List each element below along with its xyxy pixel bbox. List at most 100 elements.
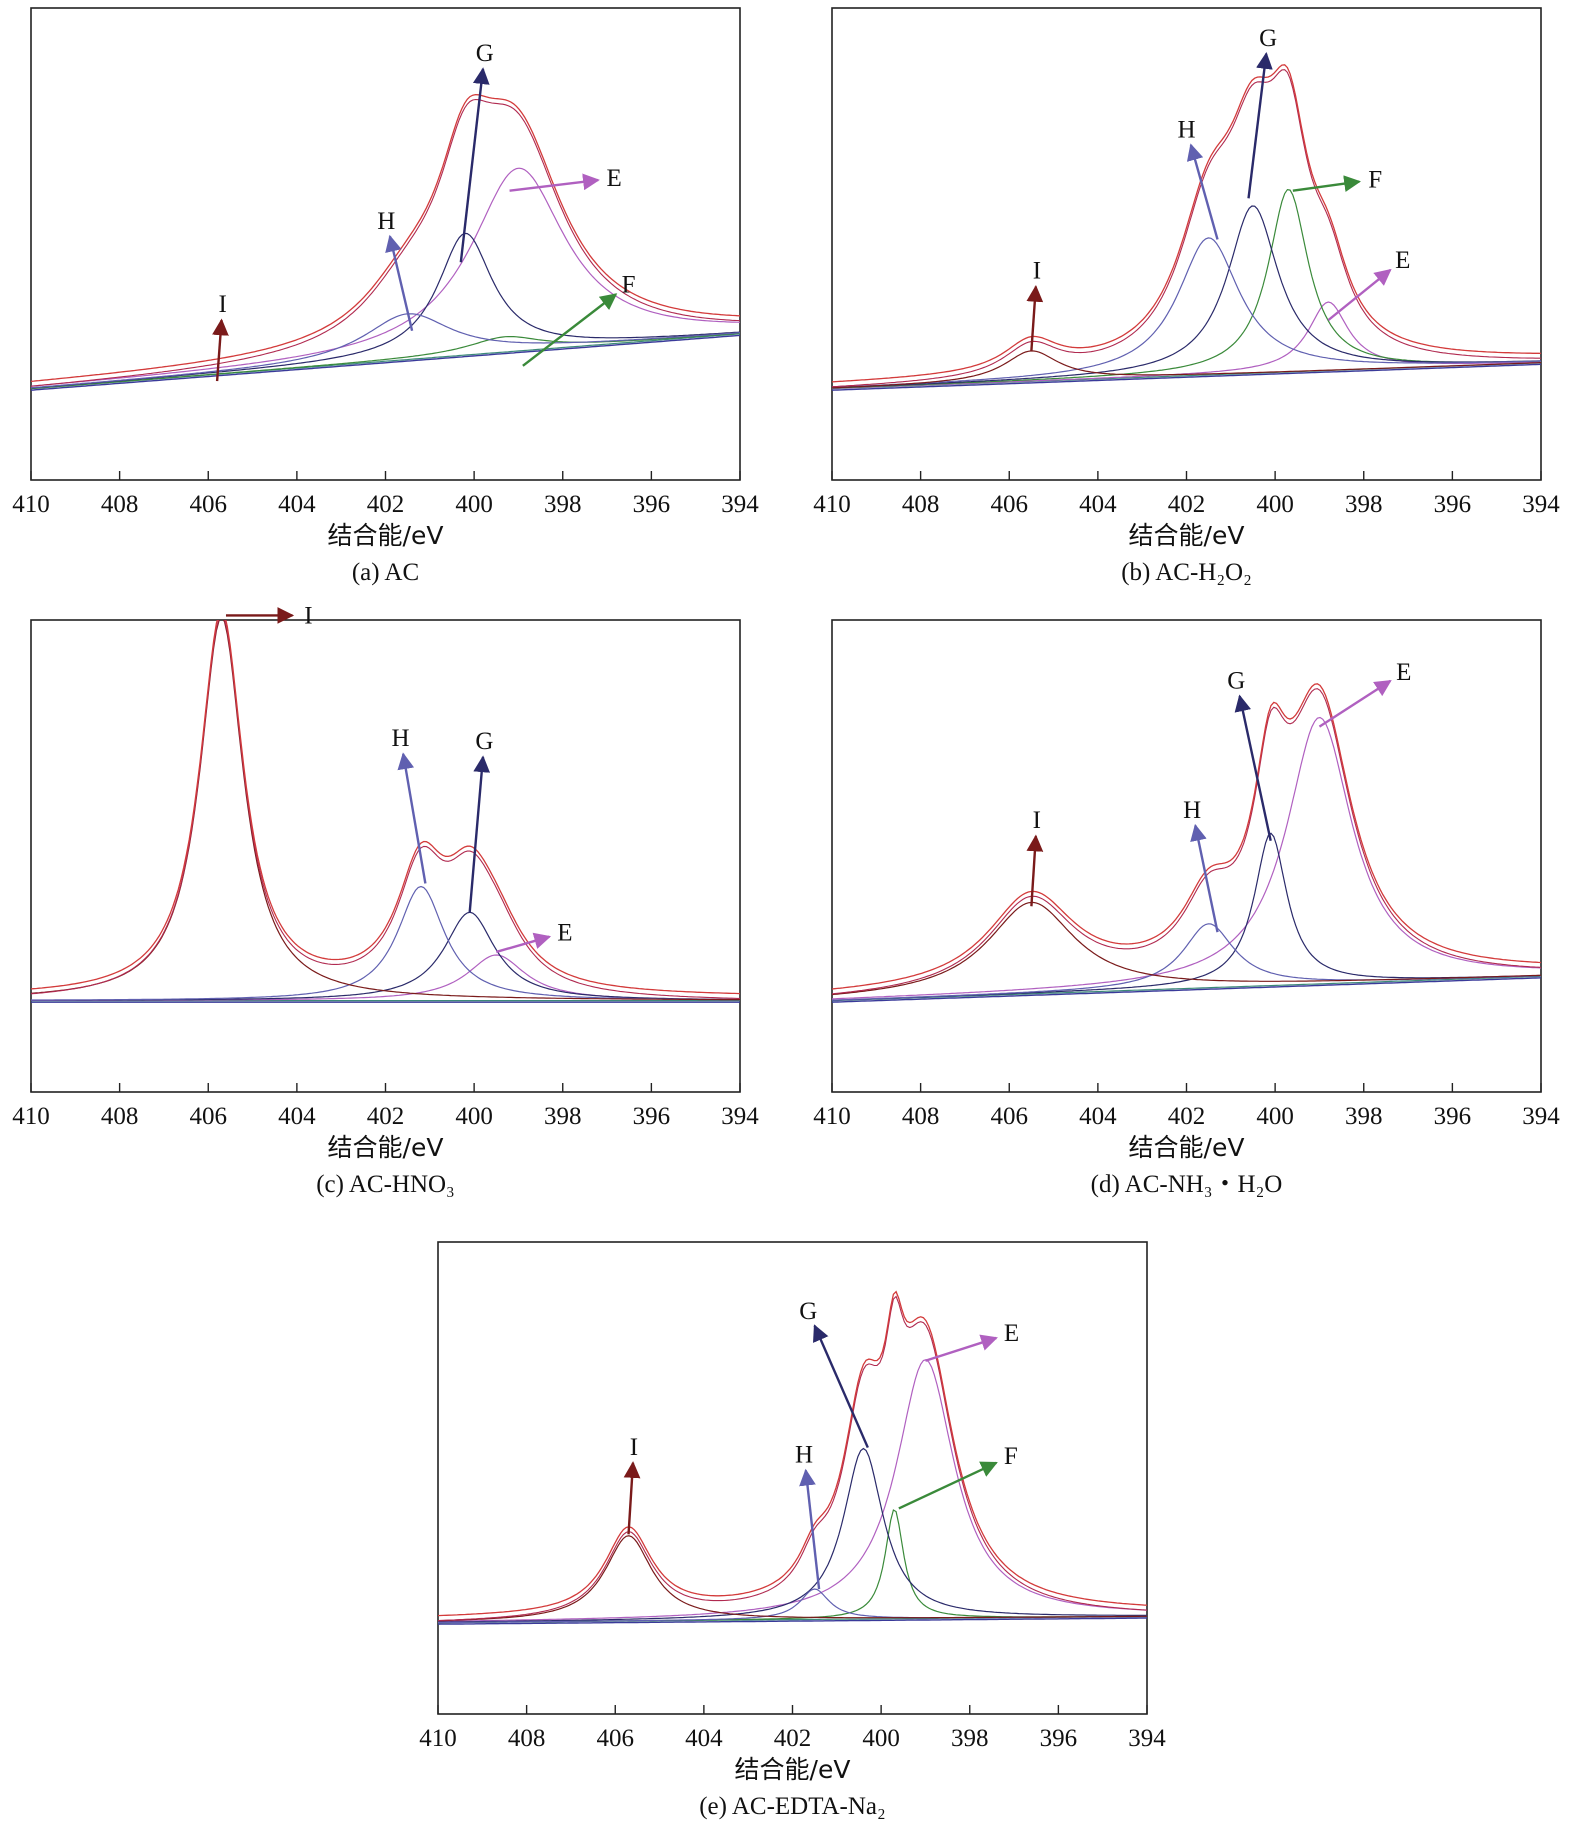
curve-group xyxy=(31,93,740,391)
curve-group xyxy=(832,683,1541,1003)
x-tick-label: 410 xyxy=(12,1103,50,1130)
peak-label-I: I xyxy=(1033,807,1041,834)
series-E-line xyxy=(438,1359,1147,1622)
baseline-line xyxy=(832,977,1541,1003)
series-E-line xyxy=(832,716,1541,1000)
x-tick-label: 402 xyxy=(774,1725,812,1752)
peak-arrow-I xyxy=(1026,834,1044,907)
x-tick-label: 398 xyxy=(1345,1103,1383,1130)
envelope-fit-line xyxy=(438,1290,1147,1617)
peak-label-F: F xyxy=(1368,166,1382,193)
peak-arrow-G xyxy=(468,755,491,913)
peak-label-F: F xyxy=(622,271,636,298)
peak-arrow-H xyxy=(385,234,414,332)
curve-group xyxy=(832,64,1541,391)
curve-group xyxy=(31,620,740,1003)
peak-arrow-E xyxy=(1318,679,1392,728)
chart-panel-a: 410 408 406 404 402 400 398 396 394 结合能/eV (a) AC G… xyxy=(12,7,759,586)
panel-caption: (a) AC xyxy=(352,559,419,586)
x-tick-label: 402 xyxy=(367,1103,405,1130)
peak-arrow-H xyxy=(1186,143,1219,240)
series-H-line xyxy=(31,885,740,1001)
series-E-line xyxy=(31,954,740,1001)
series-H-line xyxy=(832,237,1541,388)
peak-arrow-I xyxy=(212,318,229,382)
peak-label-F: F xyxy=(1004,1443,1018,1470)
x-tick-label: 410 xyxy=(12,491,50,518)
x-axis-title: 结合能/eV xyxy=(328,521,444,550)
baseline-line xyxy=(832,363,1541,391)
peak-arrow-E xyxy=(1327,268,1392,322)
curve-group xyxy=(438,1290,1147,1625)
x-axis-title: 结合能/eV xyxy=(328,1133,444,1162)
series-I-line xyxy=(31,620,740,1001)
peak-label-G: G xyxy=(1259,25,1277,52)
x-tick-label: 406 xyxy=(597,1725,635,1752)
x-tick-label: 408 xyxy=(101,491,139,518)
envelope-fit-line xyxy=(832,683,1541,990)
x-tick-label: 394 xyxy=(1522,1103,1560,1130)
peak-arrow-E xyxy=(495,932,552,954)
baseline-line xyxy=(438,1617,1147,1625)
x-tick-label: 394 xyxy=(1522,491,1560,518)
x-tick-label: 406 xyxy=(190,491,228,518)
panel-caption: (d) AC-NH₃・H₂O xyxy=(1091,1171,1283,1198)
x-tick-label: 402 xyxy=(367,491,405,518)
x-tick-label: 394 xyxy=(721,1103,759,1130)
panel-caption: (e) AC-EDTA-Na₂ xyxy=(699,1793,886,1820)
envelope-raw-line xyxy=(832,69,1541,388)
envelope-raw-line xyxy=(438,1295,1147,1622)
peak-label-G: G xyxy=(476,40,494,67)
x-tick-label: 400 xyxy=(455,1103,493,1130)
chart-panel-b: 410 408 406 404 402 400 398 396 394 结合能/eV (b) AC-… xyxy=(813,7,1560,586)
peak-arrow-H xyxy=(799,1468,821,1590)
x-tick-label: 404 xyxy=(278,1103,316,1130)
peak-label-I: I xyxy=(304,602,312,629)
peak-label-H: H xyxy=(377,208,395,235)
series-I-line xyxy=(832,350,1541,389)
panel-caption: (c) AC-HNO₃ xyxy=(316,1171,455,1198)
peak-label-E: E xyxy=(557,919,572,946)
peak-label-E: E xyxy=(1395,247,1410,274)
peak-label-E: E xyxy=(1004,1320,1019,1347)
x-tick-label: 404 xyxy=(1079,1103,1117,1130)
peak-label-I: I xyxy=(219,291,227,318)
chart-panel-e: 410 408 406 404 402 400 398 396 394 结合能/eV (e) AC-… xyxy=(419,1241,1166,1820)
x-tick-label: 400 xyxy=(1256,1103,1294,1130)
peak-arrow-I xyxy=(623,1461,641,1535)
x-tick-label: 398 xyxy=(544,491,582,518)
x-tick-label: 396 xyxy=(633,1103,671,1130)
x-tick-label: 404 xyxy=(685,1725,723,1752)
peak-label-G: G xyxy=(1227,667,1245,694)
peak-label-I: I xyxy=(630,1434,638,1461)
x-tick-label: 398 xyxy=(1345,491,1383,518)
x-tick-label: 398 xyxy=(951,1725,989,1752)
series-G-line xyxy=(832,832,1541,1001)
x-tick-label: 394 xyxy=(1128,1725,1166,1752)
x-tick-label: 410 xyxy=(813,491,851,518)
x-tick-label: 396 xyxy=(1040,1725,1078,1752)
peak-arrow-F xyxy=(1292,175,1361,192)
x-tick-label: 406 xyxy=(991,1103,1029,1130)
peak-arrow-I xyxy=(1026,284,1044,351)
x-tick-label: 408 xyxy=(902,491,940,518)
plot-frame xyxy=(437,1241,1148,1715)
peak-label-H: H xyxy=(391,725,409,752)
series-F-line xyxy=(31,332,740,390)
series-E-line xyxy=(31,167,740,387)
x-tick-label: 408 xyxy=(508,1725,546,1752)
peak-label-G: G xyxy=(799,1298,817,1325)
series-G-line xyxy=(438,1447,1147,1623)
series-F-line xyxy=(832,188,1541,389)
peak-arrow-G xyxy=(1234,694,1272,842)
x-tick-label: 404 xyxy=(1079,491,1117,518)
x-tick-label: 404 xyxy=(278,491,316,518)
x-tick-label: 398 xyxy=(544,1103,582,1130)
peak-label-H: H xyxy=(1183,797,1201,824)
x-axis-title: 结合能/eV xyxy=(1129,521,1245,550)
x-tick-label: 408 xyxy=(902,1103,940,1130)
peak-arrow-E xyxy=(925,1334,998,1362)
envelope-raw-line xyxy=(832,688,1541,995)
peak-label-E: E xyxy=(1396,659,1411,686)
